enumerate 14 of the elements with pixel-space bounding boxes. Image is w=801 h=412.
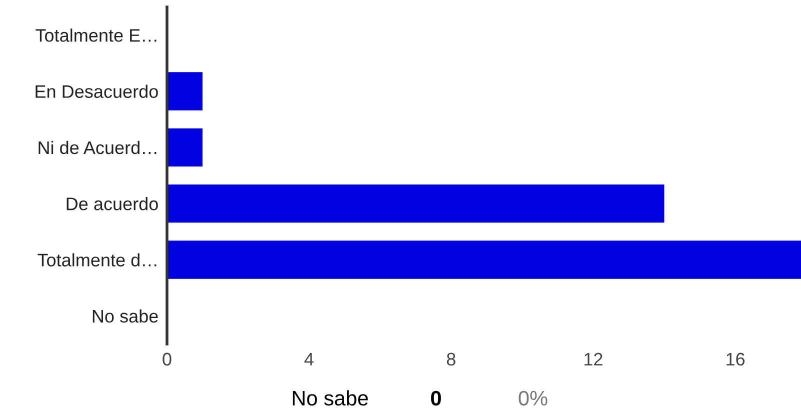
x-tick-label: 8 xyxy=(446,352,456,366)
y-tick-label: De acuerdo xyxy=(66,197,158,210)
x-tick-label: 12 xyxy=(584,352,602,366)
text: 0 xyxy=(431,390,441,406)
y-tick-label: Totalmente d… xyxy=(38,253,156,266)
text: No sabe xyxy=(292,390,368,406)
x-tick-label: 0 xyxy=(162,352,172,366)
x-tick-label: 16 xyxy=(726,352,745,366)
y-tick-label: Totalmente E… xyxy=(36,28,156,42)
y-tick-label: En Desacuerdo xyxy=(36,84,158,98)
y-tick-label: Ni de Acuerd… xyxy=(38,140,156,154)
text: 0% xyxy=(518,390,548,406)
y-tick-label: No sabe xyxy=(92,309,158,323)
x-tick-label: 4 xyxy=(304,352,314,366)
